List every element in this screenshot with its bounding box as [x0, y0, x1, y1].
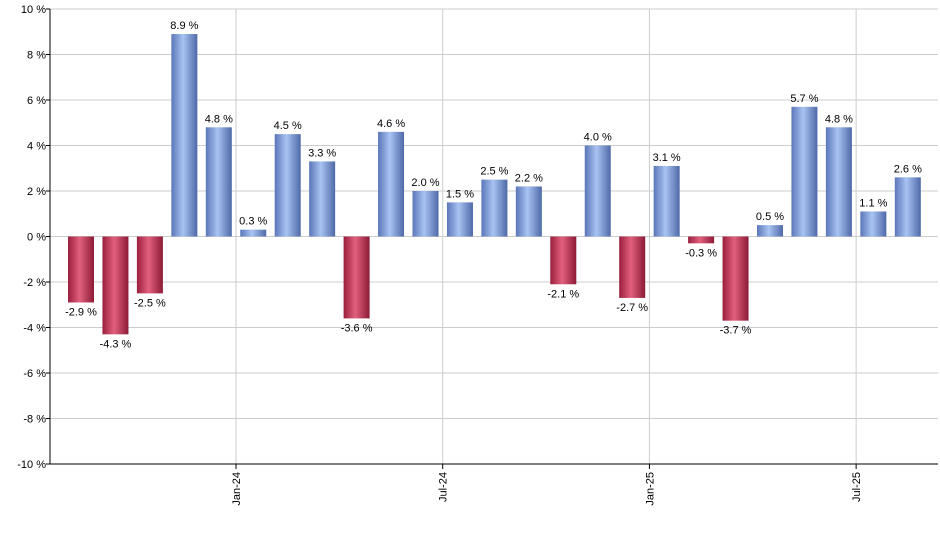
bar-positive [757, 225, 783, 237]
y-tick-label: -8 % [23, 414, 46, 426]
bar-negative [550, 236, 577, 285]
data-label: -0.3 % [685, 247, 717, 259]
data-label: 2.0 % [411, 177, 439, 189]
y-tick-label: 4 % [27, 141, 46, 153]
y-tick-label: 10 % [21, 4, 46, 16]
data-label: 5.7 % [790, 93, 818, 105]
data-label: -2.5 % [134, 297, 166, 309]
bar-positive [894, 177, 921, 237]
data-label: 4.6 % [377, 118, 405, 130]
bar-positive [240, 229, 267, 237]
data-label: 4.5 % [274, 120, 302, 132]
data-label: 8.9 % [170, 20, 198, 32]
data-label: 4.0 % [584, 132, 612, 144]
y-tick-label: -10 % [17, 459, 46, 471]
bar-positive [860, 211, 887, 237]
bar-positive [446, 202, 473, 237]
bar-positive [171, 34, 198, 237]
y-axis-tick-labels: -10 % -8 % -6 % -4 % -2 % 0 % 2 % 4 % 6 % 8 % 10 % [17, 4, 46, 471]
bar-positive [584, 145, 611, 237]
bar-positive [791, 106, 818, 237]
bar-positive [515, 186, 542, 237]
data-label: 4.8 % [825, 113, 853, 125]
data-label: 1.1 % [859, 197, 887, 209]
data-labels: -2.9 % -4.3 % -2.5 % 8.9 % 4.8 % 0.3 % 4.5 % 3.… [65, 20, 922, 350]
data-label: 2.6 % [894, 163, 922, 175]
data-label: 3.3 % [308, 147, 336, 159]
y-tick-label: -4 % [23, 323, 46, 335]
x-tick-label: Jul-25 [851, 472, 863, 502]
data-label: 3.1 % [653, 152, 681, 164]
y-tick-label: 2 % [27, 186, 46, 198]
data-label: 2.2 % [515, 172, 543, 184]
bar-negative [619, 236, 646, 298]
data-label: -2.9 % [65, 306, 97, 318]
data-label: 4.8 % [205, 113, 233, 125]
bar-positive [653, 165, 680, 237]
y-tick-label: -2 % [23, 277, 46, 289]
bar-negative [688, 236, 715, 244]
data-label: 0.3 % [239, 216, 267, 228]
bar-positive [378, 131, 405, 237]
data-label: 2.5 % [480, 166, 508, 178]
bar-positive [205, 127, 232, 237]
data-label: -3.7 % [720, 325, 752, 337]
bar-positive [309, 161, 336, 237]
bar-positive [481, 179, 508, 237]
x-tick-label: Jan-24 [231, 472, 243, 506]
axes [46, 8, 938, 469]
bars [68, 34, 921, 335]
data-label: -2.1 % [547, 288, 579, 300]
y-tick-label: 0 % [27, 232, 46, 244]
bar-negative [343, 236, 370, 319]
x-axis-tick-labels: Jan-24 Jul-24 Jan-25 Jul-25 [231, 472, 863, 506]
x-tick-label: Jan-25 [644, 472, 656, 506]
bar-positive [412, 191, 439, 237]
bar-negative [136, 236, 163, 294]
data-label: 1.5 % [446, 188, 474, 200]
bar-positive [274, 134, 301, 237]
data-label: 0.5 % [756, 211, 784, 223]
bar-negative [68, 236, 94, 303]
bar-negative [722, 236, 749, 321]
x-tick-label: Jul-24 [438, 472, 450, 502]
data-label: -4.3 % [100, 338, 132, 350]
y-tick-label: 6 % [27, 95, 46, 107]
y-tick-label: -6 % [23, 368, 46, 380]
y-tick-label: 8 % [27, 50, 46, 62]
bar-negative [102, 236, 129, 335]
data-label: -2.7 % [616, 302, 648, 314]
data-label: -3.6 % [341, 322, 373, 334]
bar-positive [825, 127, 852, 237]
